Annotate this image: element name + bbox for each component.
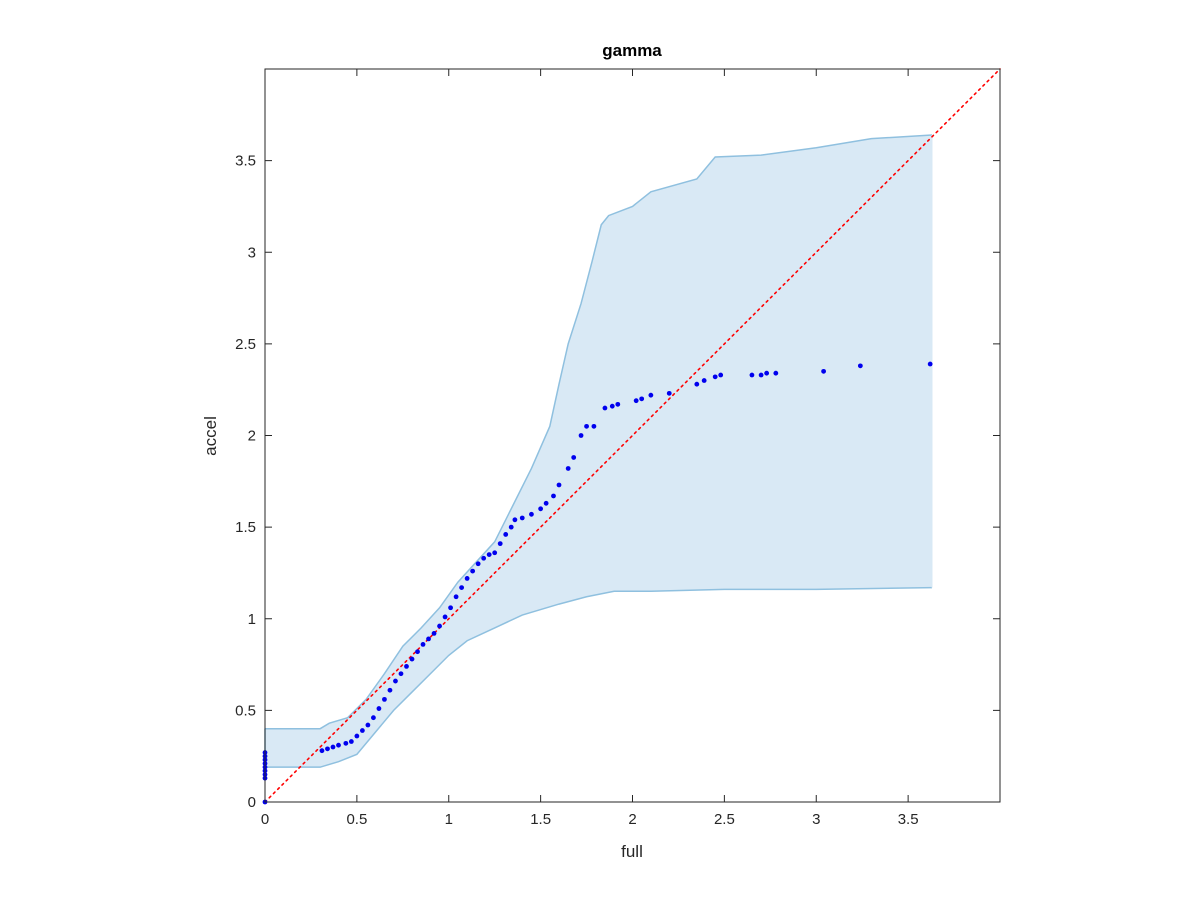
data-point [927,361,933,367]
y-tick-label: 0.5 [235,702,256,719]
y-tick-label: 3.5 [235,153,256,170]
y-tick-label: 2 [248,428,256,445]
data-point [551,493,556,499]
reference-line-layer [264,68,1001,803]
data-point [475,561,481,567]
data-point [420,642,426,647]
data-point [633,398,639,404]
data-point [486,552,492,558]
ticks-layer: 0 0.5 1 1.5 2 2.5 3 3.5 0 0.5 1 1.5 2 2.5 3 3.5 [235,69,1000,828]
data-point [758,372,764,378]
data-point [404,663,409,669]
data-point [701,378,707,383]
data-point [773,370,779,376]
data-point [503,532,509,537]
data-point [365,722,371,728]
data-point [459,585,465,590]
data-point [584,423,589,429]
chart-title: gamma [602,41,662,60]
data-point [409,656,415,662]
data-point [591,423,597,429]
data-point [821,368,826,374]
data-point [648,392,654,398]
band-upper-edge [265,134,933,730]
data-point [718,372,724,378]
y-tick-label: 0 [248,794,256,811]
y-tick-label: 1 [248,611,256,628]
data-point [319,748,325,754]
data-point [426,636,431,642]
x-axis-label: full [621,842,643,861]
confidence-band-layer [264,134,933,768]
data-point [764,370,770,376]
data-point [431,631,437,636]
data-point [382,696,387,702]
data-point [556,482,562,488]
data-point [325,746,330,752]
data-point [415,649,420,655]
data-point [602,405,608,411]
data-point [393,678,398,684]
y-tick-label: 2.5 [235,336,256,353]
band-lower-edge [265,586,933,768]
data-point [538,506,544,512]
data-point [453,594,459,600]
data-point [571,455,577,460]
data-point [359,728,365,733]
data-point [354,733,360,739]
data-point [666,390,672,396]
data-point [398,671,404,677]
y-axis-label: accel [201,416,220,456]
data-point [609,403,615,409]
data-point [470,568,476,574]
data-point [497,541,503,547]
data-point [615,401,621,407]
data-point [565,466,571,471]
data-points-layer [262,361,933,805]
data-point [519,515,525,521]
x-tick-label: 1.5 [530,811,551,828]
data-point [343,740,349,746]
data-point [712,374,718,380]
data-point [464,576,470,581]
data-point [639,396,645,402]
data-point [578,433,584,438]
data-point [543,500,549,506]
data-point [694,381,700,387]
data-point [529,511,534,517]
reference-line [264,68,1001,803]
x-tick-label: 0.5 [346,811,367,828]
data-point [336,742,341,748]
x-tick-label: 1 [445,811,453,828]
x-tick-label: 3.5 [898,811,919,828]
data-point [442,614,448,620]
x-tick-label: 0 [261,811,269,828]
data-point [508,524,514,530]
x-tick-label: 3 [812,811,820,828]
data-point [481,555,487,561]
data-point [492,550,498,556]
data-point [348,739,354,744]
data-point [330,744,336,750]
y-tick-label: 1.5 [235,519,256,536]
x-tick-label: 2.5 [714,811,735,828]
data-point [387,687,393,693]
data-point [376,706,382,711]
data-point [371,715,376,721]
band-area [265,134,933,768]
x-tick-label: 2 [628,811,636,828]
data-point [857,363,863,369]
y-tick-label: 3 [248,244,256,261]
data-point [448,605,453,611]
data-point [512,517,518,523]
data-point [749,372,755,378]
data-point [437,623,442,629]
